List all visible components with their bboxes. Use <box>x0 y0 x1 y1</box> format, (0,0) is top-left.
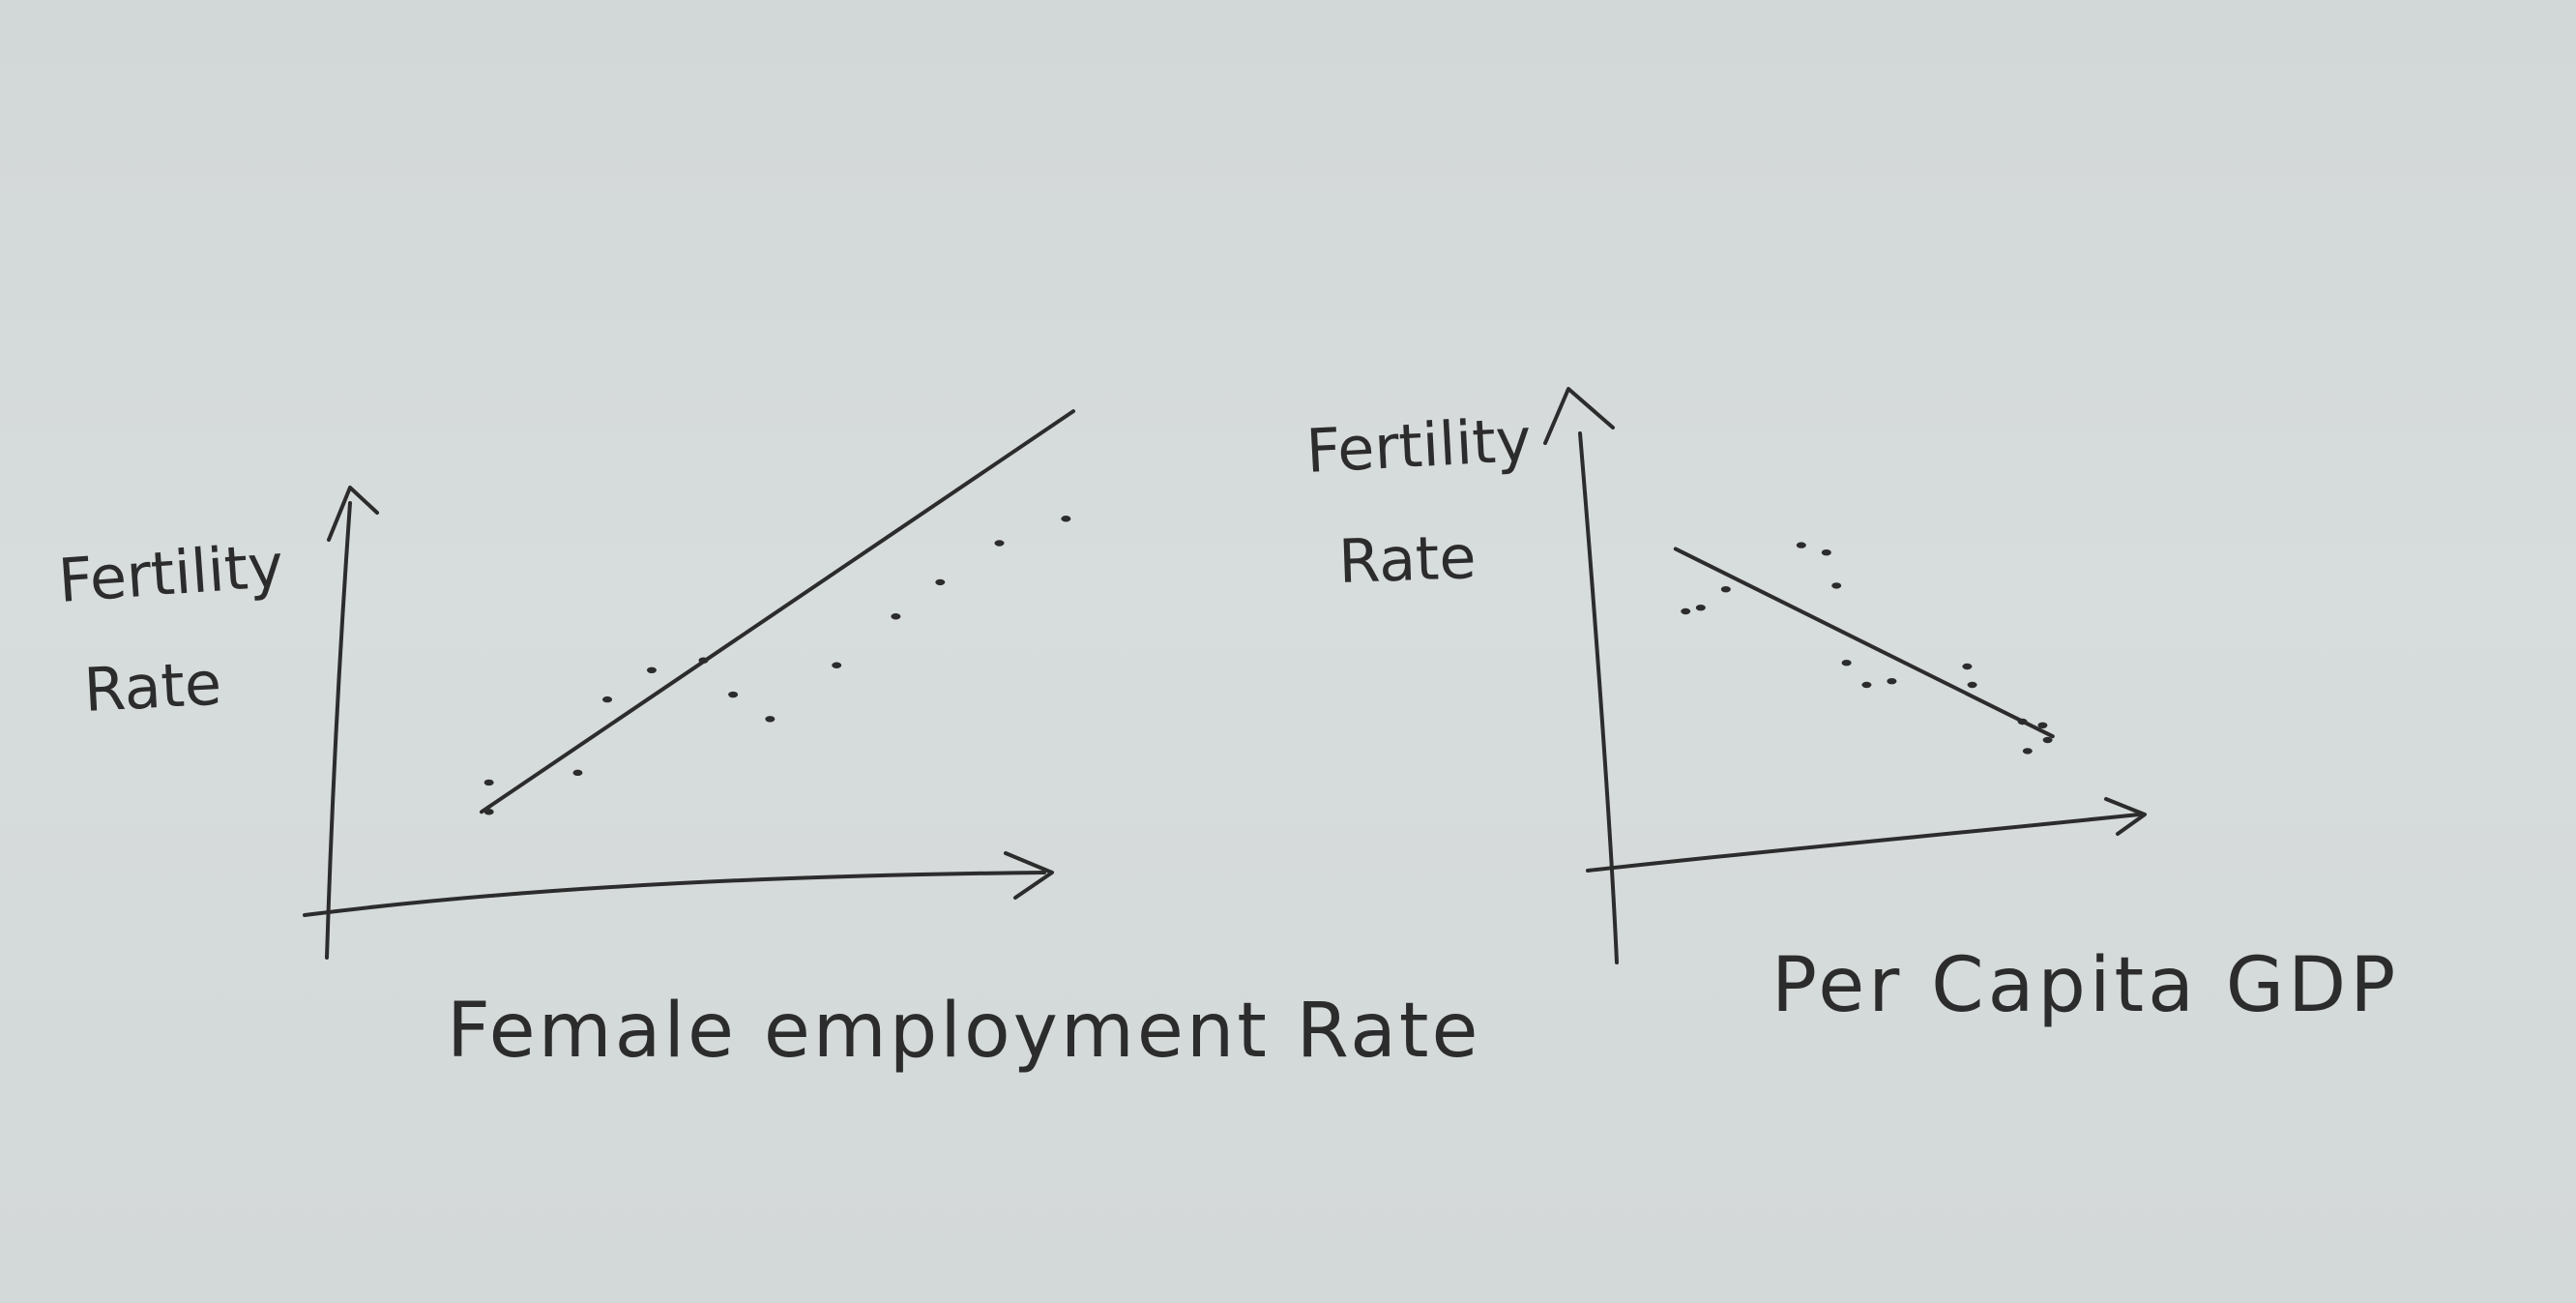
chart1-points <box>483 516 1071 815</box>
chart1-point-11 <box>935 578 946 586</box>
chart1-x-axis <box>303 871 1046 917</box>
chart2-point-11 <box>1967 681 1977 689</box>
chart2-y-axis <box>1578 431 1619 964</box>
chart2-trend-line <box>1673 547 2055 739</box>
chart1-point-3 <box>572 769 583 777</box>
chart2-point-12 <box>2017 718 2028 726</box>
chart1-point-5 <box>646 666 657 673</box>
chart1-point-6 <box>698 657 709 664</box>
chart2-point-15 <box>2022 748 2033 755</box>
chart2-x-label: Per Capita GDP <box>1771 942 2399 1029</box>
chart2-point-10 <box>1962 663 1973 670</box>
chart1-x-label: Female employment Rate <box>447 988 1481 1075</box>
chart1-point-10 <box>891 613 901 620</box>
chart1-point-2 <box>483 809 494 815</box>
chart2-point-2 <box>1695 605 1706 611</box>
chart1-point-4 <box>602 696 613 703</box>
chart1-point-9 <box>832 662 842 668</box>
chart1-y-axis-arrowhead <box>327 486 379 542</box>
chart1-x-axis-arrowhead <box>1004 851 1054 900</box>
chart2-point-1 <box>1681 607 1691 615</box>
chart1-y-axis <box>325 501 352 960</box>
chart1-point-1 <box>483 779 494 786</box>
chart2-point-5 <box>1821 549 1831 556</box>
chart2-point-4 <box>1796 542 1806 548</box>
chart-female-employment-vs-fertility: Fertility Rate Female employment Rate <box>56 409 1481 1075</box>
chart2-point-7 <box>1841 660 1852 666</box>
chart2-point-3 <box>1720 586 1731 593</box>
chart-per-capita-gdp-vs-fertility: Fertility Rate Per Capita GDP <box>1304 387 2399 1029</box>
chart2-point-8 <box>1861 681 1872 689</box>
chart1-y-label-line1: Fertility <box>56 530 285 616</box>
chart2-x-axis <box>1586 813 2141 873</box>
chart2-points <box>1681 542 2053 755</box>
chart1-y-label-line2: Rate <box>82 648 223 726</box>
chart1-point-8 <box>765 716 776 723</box>
chart2-point-9 <box>1887 678 1897 685</box>
chart2-point-14 <box>2042 736 2053 744</box>
chart1-point-12 <box>994 540 1005 547</box>
chart1-point-7 <box>728 691 739 698</box>
chart2-point-13 <box>2037 722 2048 728</box>
chart2-x-axis-arrowhead <box>2104 797 2147 836</box>
chart1-point-13 <box>1061 516 1071 522</box>
chart2-point-6 <box>1831 582 1842 589</box>
chart1-trend-line <box>480 409 1075 814</box>
chart2-y-axis-arrowhead <box>1543 387 1615 445</box>
chart2-y-label-line1: Fertility <box>1304 404 1533 487</box>
chart2-y-label-line2: Rate <box>1337 521 1478 597</box>
